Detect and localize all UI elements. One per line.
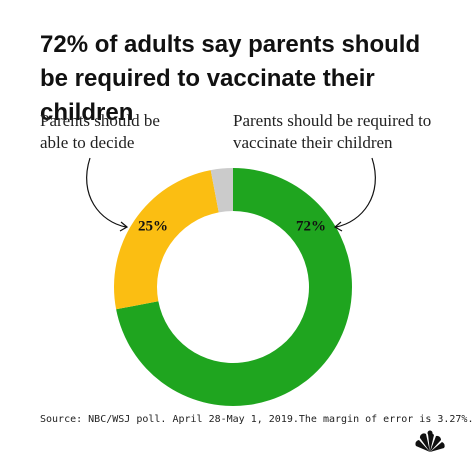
value-label: 72% bbox=[296, 218, 326, 234]
donut-slice bbox=[210, 168, 233, 213]
arrowhead bbox=[333, 221, 343, 232]
donut-slice bbox=[116, 168, 352, 407]
arrow bbox=[86, 157, 127, 228]
source-note: Source: NBC/WSJ poll. April 28-May 1, 20… bbox=[40, 414, 474, 425]
arrowhead bbox=[119, 221, 129, 232]
category-label: Parents should be required to vaccinate … bbox=[233, 111, 432, 152]
logo bbox=[415, 430, 445, 452]
category-label: Parents should be able to decide bbox=[40, 111, 160, 152]
arrow bbox=[335, 157, 376, 228]
chart-title: 72% of adults say parents should be requ… bbox=[40, 31, 421, 126]
value-label: 25% bbox=[138, 218, 168, 234]
donut-slice bbox=[114, 170, 219, 310]
slices bbox=[114, 168, 352, 407]
